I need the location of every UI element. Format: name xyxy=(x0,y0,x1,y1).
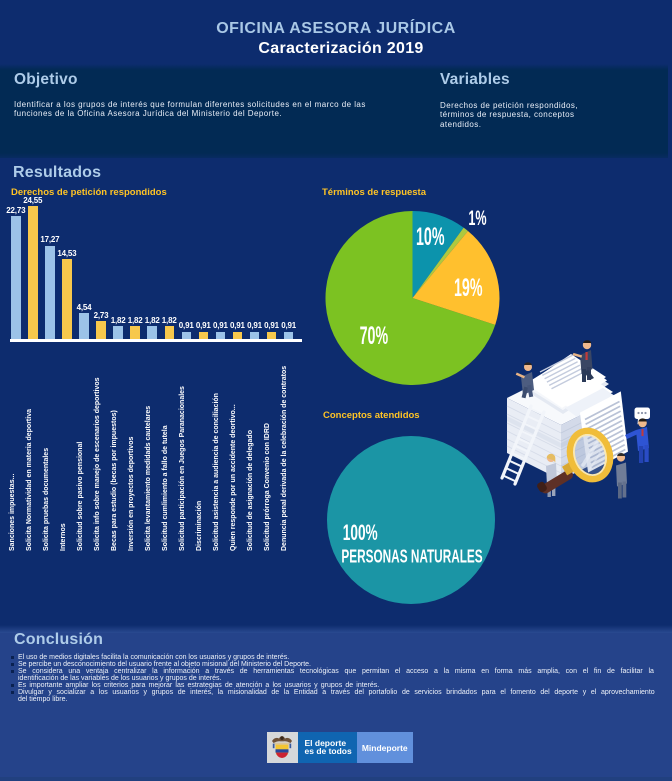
svg-text:PERSONAS NATURALES: PERSONAS NATURALES xyxy=(341,547,482,567)
svg-text:19%: 19% xyxy=(454,275,482,302)
svg-text:1%: 1% xyxy=(468,206,486,230)
svg-text:70%: 70% xyxy=(360,323,388,350)
svg-text:100%: 100% xyxy=(343,519,378,544)
svg-text:10%: 10% xyxy=(416,224,444,251)
